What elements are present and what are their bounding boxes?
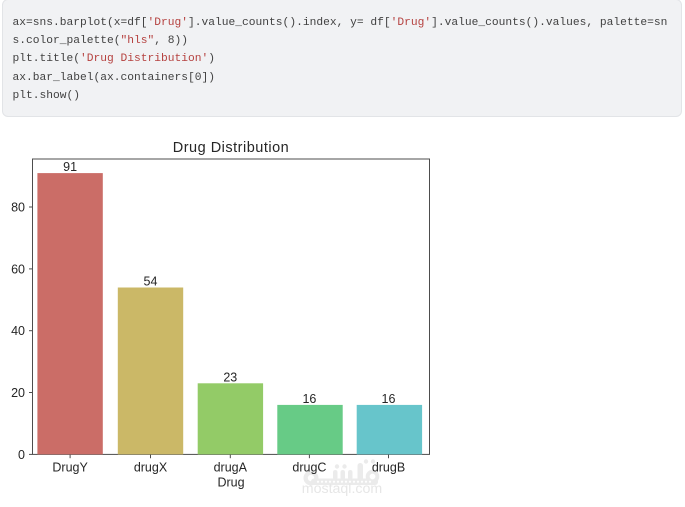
svg-text:drugA: drugA (214, 460, 248, 474)
svg-text:drugB: drugB (372, 460, 405, 474)
svg-text:16: 16 (382, 392, 396, 406)
svg-text:DrugY: DrugY (52, 460, 88, 474)
svg-text:0: 0 (18, 448, 25, 462)
svg-text:20: 20 (11, 386, 25, 400)
svg-text:40: 40 (11, 324, 25, 338)
svg-text:Drug Distribution: Drug Distribution (173, 140, 290, 156)
svg-text:23: 23 (223, 370, 237, 384)
svg-text:80: 80 (11, 200, 25, 214)
svg-text:60: 60 (11, 262, 25, 276)
svg-text:54: 54 (144, 275, 158, 289)
svg-text:drugX: drugX (134, 460, 168, 474)
svg-text:Drug: Drug (217, 475, 244, 489)
svg-text:16: 16 (302, 392, 316, 406)
svg-text:mostaql.com: mostaql.com (302, 481, 382, 497)
svg-text:drugC: drugC (292, 460, 326, 474)
svg-text:91: 91 (63, 160, 77, 174)
